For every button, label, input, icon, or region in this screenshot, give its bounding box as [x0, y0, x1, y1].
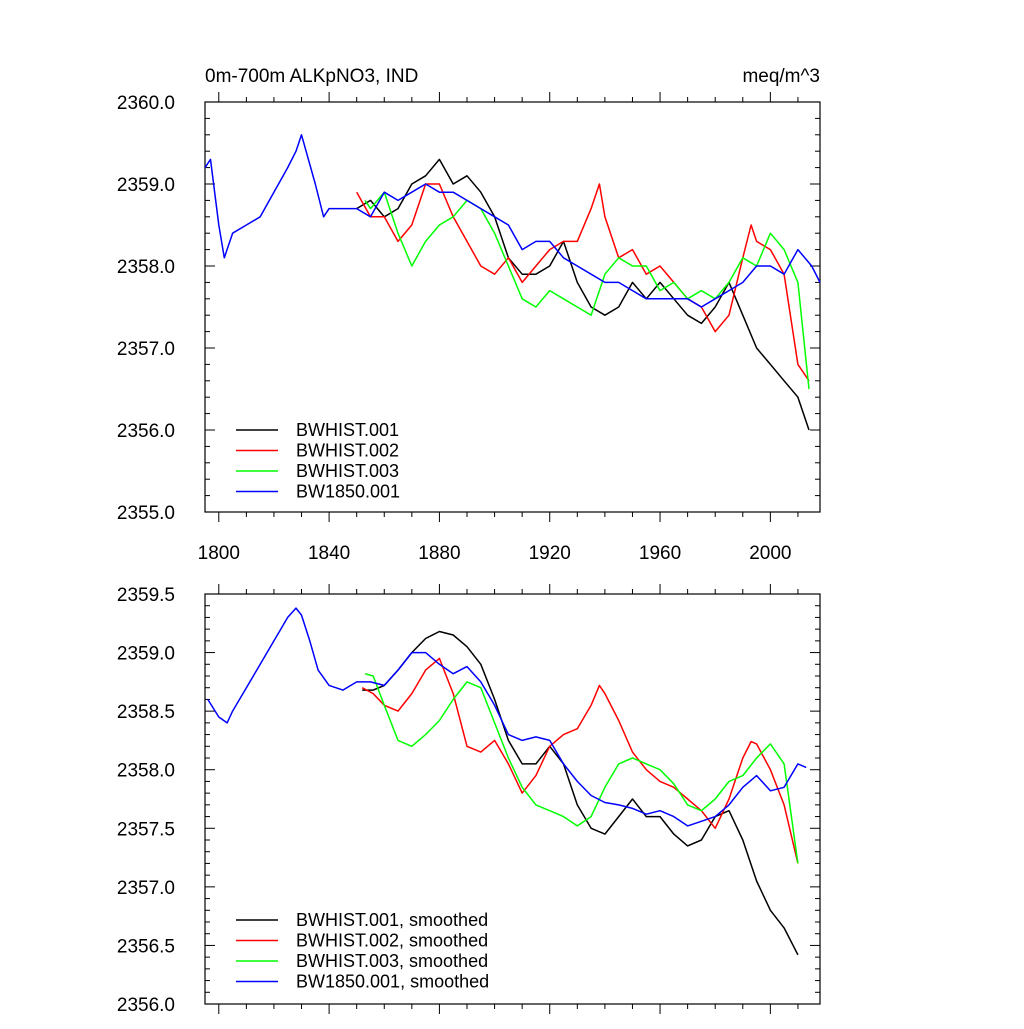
plot-frame [204, 101, 821, 513]
y-tick-label: 2358.0 [117, 257, 175, 278]
y-tick-label: 2356.0 [117, 995, 175, 1016]
legend-label: BW1850.001, smoothed [296, 972, 489, 992]
y-tick-label: 2359.0 [117, 644, 175, 665]
legend-label: BWHIST.003 [296, 461, 399, 481]
plot-frame [204, 593, 821, 1005]
series-line-3 [364, 191, 810, 390]
series-line-1 [362, 630, 799, 956]
y-tick-label: 2357.0 [117, 878, 175, 899]
legend-label: BWHIST.003, smoothed [296, 951, 488, 971]
y-tick-label: 2359.0 [117, 175, 175, 196]
chart-title: 0m-700m ALKpNO3, IND [205, 66, 418, 87]
y-tick-label: 2359.5 [117, 585, 175, 606]
legend-label: BWHIST.001 [296, 420, 399, 440]
y-tick-label: 2356.5 [117, 936, 175, 957]
series-line-2 [361, 657, 799, 864]
y-tick-label: 2355.0 [117, 503, 175, 524]
y-tick-label: 2357.0 [117, 339, 175, 360]
legend-label: BW1850.001 [296, 482, 400, 502]
y-tick-label: 2360.0 [117, 93, 175, 114]
x-tick-label: 2000 [749, 543, 791, 564]
y-tick-label: 2356.0 [117, 421, 175, 442]
y-tick-label: 2358.5 [117, 702, 175, 723]
legend-label: BWHIST.002, smoothed [296, 931, 488, 951]
series-line-4 [204, 134, 821, 308]
legend-label: BWHIST.001, smoothed [296, 910, 488, 930]
units-label: meq/m^3 [742, 66, 820, 87]
chart-panel-2: 2356.0 2356.5 2357.0 2357.5 2358.0 2358.5 2359… [117, 584, 821, 1016]
legend-label: BWHIST.002 [296, 441, 399, 461]
y-tick-label: 2357.5 [117, 819, 175, 840]
x-tick-label: 1960 [639, 543, 681, 564]
x-tick-label: 1880 [418, 543, 460, 564]
chart-panel-1: 2355.0 2356.0 2357.0 2358.0 2359.0 2360.0 1800… [117, 66, 821, 564]
x-tick-label: 1840 [308, 543, 350, 564]
series-line-3 [364, 672, 799, 864]
series-line-2 [356, 183, 810, 382]
x-tick-label: 1920 [529, 543, 571, 564]
series-line-4 [207, 607, 807, 827]
series-line-1 [356, 158, 810, 431]
y-tick-label: 2358.0 [117, 761, 175, 782]
x-tick-label: 1800 [198, 543, 240, 564]
